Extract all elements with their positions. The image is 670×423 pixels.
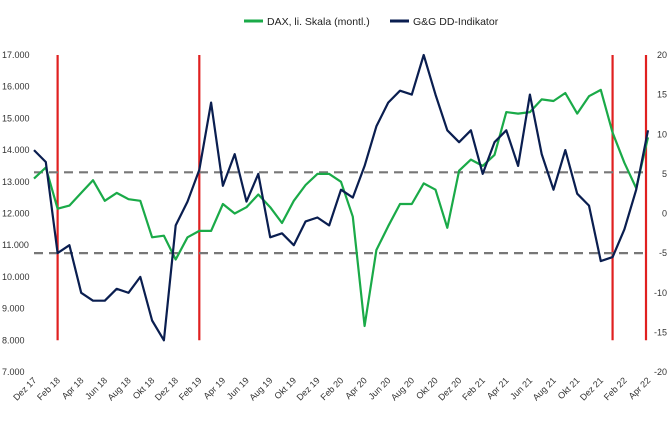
right-axis-ticks: -20 -15 -10 -5 0 5 10 15 20 — [654, 50, 667, 377]
right-tick-label: -10 — [654, 288, 667, 298]
x-tick-label: Aug 18 — [106, 375, 133, 402]
left-tick-label: 15.000 — [2, 113, 30, 123]
x-tick-label: Feb 18 — [35, 375, 62, 402]
x-tick-label: Okt 20 — [414, 375, 440, 401]
x-tick-label: Jun 19 — [225, 375, 251, 401]
x-tick-label: Okt 18 — [131, 375, 157, 401]
left-tick-label: 14.000 — [2, 145, 30, 155]
horizontal-markers — [34, 171, 648, 255]
right-tick-label: -20 — [654, 367, 667, 377]
right-tick-label: 10 — [657, 129, 667, 139]
x-tick-label: Feb 21 — [460, 375, 487, 402]
right-tick-label: 5 — [662, 169, 667, 179]
x-tick-label: Aug 21 — [531, 375, 558, 402]
legend-label-gg-indicator: G&G DD-Indikator — [413, 16, 499, 28]
right-tick-label: 15 — [657, 90, 667, 100]
x-tick-label: Feb 20 — [319, 375, 346, 402]
x-tick-label: Dez 17 — [11, 375, 38, 402]
left-tick-label: 8.000 — [2, 335, 25, 345]
x-tick-label: Apr 18 — [60, 375, 86, 401]
x-tick-label: Feb 19 — [177, 375, 204, 402]
x-tick-label: Okt 19 — [272, 375, 298, 401]
right-tick-label: -15 — [654, 327, 667, 337]
x-tick-label: Dez 19 — [295, 375, 322, 402]
x-tick-label: Okt 21 — [556, 375, 582, 401]
left-tick-label: 13.000 — [2, 177, 30, 187]
x-tick-label: Jun 20 — [366, 375, 392, 401]
left-tick-label: 9.000 — [2, 304, 25, 314]
right-tick-label: 0 — [662, 209, 667, 219]
vertical-markers — [56, 55, 648, 341]
x-tick-label: Apr 20 — [343, 375, 369, 401]
series-line-gg-indicator — [33, 53, 650, 342]
x-tick-label: Jun 21 — [508, 375, 534, 401]
left-tick-label: 7.000 — [2, 367, 25, 377]
x-tick-label: Apr 21 — [485, 375, 511, 401]
x-tick-label: Apr 19 — [202, 375, 228, 401]
x-tick-label: Dez 18 — [153, 375, 180, 402]
legend-label-dax: DAX, li. Skala (montl.) — [267, 16, 370, 28]
left-tick-label: 11.000 — [2, 240, 29, 250]
x-tick-label: Aug 19 — [247, 375, 274, 402]
series-line-dax — [33, 88, 650, 328]
series-lines — [33, 53, 650, 342]
right-tick-label: -5 — [659, 248, 667, 258]
x-tick-label: Jun 18 — [83, 375, 109, 401]
legend: DAX, li. Skala (montl.) G&G DD-Indikator — [244, 16, 499, 28]
x-tick-label: Dez 20 — [436, 375, 463, 402]
left-tick-label: 12.000 — [2, 209, 30, 219]
x-tick-label: Apr 22 — [627, 375, 653, 401]
x-tick-label: Dez 21 — [578, 375, 605, 402]
left-tick-label: 10.000 — [2, 272, 30, 282]
left-axis-ticks: 7.000 8.000 9.000 10.000 11.000 12.000 13.000 1… — [2, 50, 30, 377]
right-tick-label: 20 — [657, 50, 667, 60]
left-tick-label: 17.000 — [2, 50, 30, 60]
x-tick-label: Feb 22 — [602, 375, 629, 402]
left-tick-label: 16.000 — [2, 82, 30, 92]
x-tick-label: Aug 20 — [389, 375, 416, 402]
